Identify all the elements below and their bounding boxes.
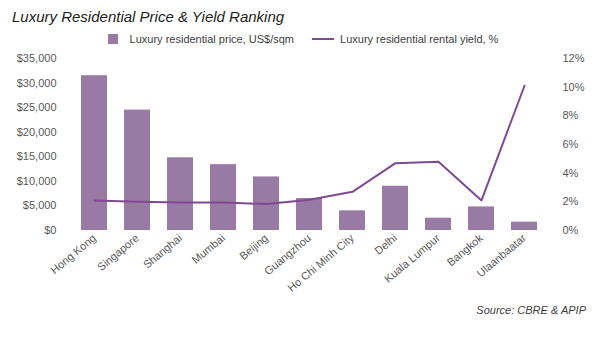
html-text:Luxury residential rental yiel: Luxury residential rental yield, % [340,33,499,45]
svg-text:Guangzhou: Guangzhou [261,231,313,278]
svg-text:6%: 6% [563,138,579,150]
svg-text:Shanghai: Shanghai [141,232,184,271]
svg-text:12%: 12% [563,52,585,64]
svg-text:Kuala Lumpur: Kuala Lumpur [382,231,442,284]
svg-text:10%: 10% [563,81,585,93]
svg-text:Ho Chi Minh City: Ho Chi Minh City [285,231,356,294]
html-text:Luxury residential price, US$/: Luxury residential price, US$/sqm [129,33,294,45]
svg-text:Ulaanbaatar: Ulaanbaatar [474,231,528,279]
svg-text:8%: 8% [563,109,579,121]
svg-text:Beijing: Beijing [237,232,270,262]
svg-text:Singapore: Singapore [95,232,141,273]
svg-text:0%: 0% [563,224,579,236]
svg-text:$30,000: $30,000 [17,77,57,89]
svg-text:$35,000: $35,000 [17,52,57,64]
html-text:Luxury Residential Price & Yie: Luxury Residential Price & Yield Ranking [12,8,285,25]
svg-text:$25,000: $25,000 [17,101,57,113]
html-text:Source: CBRE & APIP: Source: CBRE & APIP [476,304,586,316]
svg-text:$5,000: $5,000 [23,199,57,211]
svg-text:$10,000: $10,000 [17,175,57,187]
svg-text:$20,000: $20,000 [17,126,57,138]
svg-text:Bangkok: Bangkok [445,231,486,268]
svg-text:4%: 4% [563,167,579,179]
svg-text:Hong Kong: Hong Kong [48,232,98,277]
svg-text:$15,000: $15,000 [17,150,57,162]
svg-text:Delhi: Delhi [372,232,399,257]
svg-text:2%: 2% [563,195,579,207]
svg-text:$0: $0 [44,224,56,236]
svg-text:Mumbai: Mumbai [189,232,227,266]
